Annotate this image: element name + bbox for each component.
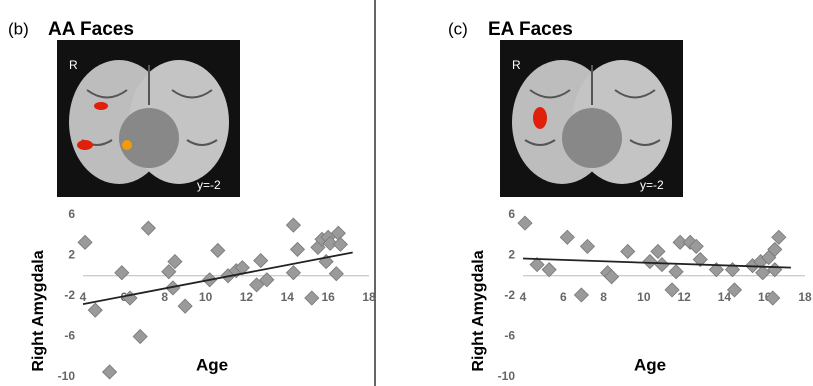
data-point [178, 299, 192, 313]
data-point [103, 365, 117, 379]
y-tick-label: 2 [508, 248, 515, 262]
y-tick-label: -6 [64, 329, 75, 343]
y-tick-label: 6 [508, 207, 515, 221]
x-tick-label: 14 [281, 290, 295, 304]
data-point [211, 243, 225, 257]
y-tick-label: -2 [504, 288, 515, 302]
data-point [78, 235, 92, 249]
x-tick-label: 12 [240, 290, 254, 304]
y-axis-label: Right Amygdala [470, 250, 487, 371]
x-tick-label: 18 [798, 290, 812, 304]
x-tick-label: 10 [637, 290, 651, 304]
figure: (b) AA Faces Ry=-2 -10 -6 -2 2 6 4 6 8 10 12 14 16 18 Ri… [0, 0, 813, 386]
x-tick-label: 12 [677, 290, 691, 304]
x-tick-label: 4 [80, 290, 87, 304]
y-tick-label: -6 [504, 329, 515, 343]
x-tick-label: 10 [199, 290, 213, 304]
image-hemisphere: R [512, 58, 521, 72]
image-slice: y=-2 [197, 178, 221, 192]
brain-core [119, 108, 179, 168]
x-tick-label: 8 [161, 290, 168, 304]
data-point [651, 244, 665, 258]
data-point [574, 288, 588, 302]
y-tick-label: 6 [68, 207, 75, 221]
x-tick-label: 16 [321, 290, 335, 304]
y-axis-label: Right Amygdala [30, 250, 47, 371]
data-point [655, 258, 669, 272]
activation [77, 140, 93, 150]
image-slice: y=-2 [640, 178, 664, 192]
data-point [621, 244, 635, 258]
panel-label: (c) [448, 19, 468, 38]
data-point [254, 254, 268, 268]
data-point [291, 242, 305, 256]
data-point [768, 263, 782, 277]
panel-title: EA Faces [488, 19, 573, 40]
data-point [286, 266, 300, 280]
data-point [772, 230, 786, 244]
data-point [643, 255, 657, 269]
x-tick-label: 8 [600, 290, 607, 304]
y-tick-label: 2 [68, 248, 75, 262]
panel-title: AA Faces [48, 19, 134, 40]
data-point [669, 265, 683, 279]
data-point [333, 237, 347, 251]
data-point [133, 330, 147, 344]
x-axis-label: Age [634, 355, 666, 374]
y-tick-label: -2 [64, 288, 75, 302]
data-point [560, 230, 574, 244]
y-tick-label: -10 [498, 369, 516, 383]
y-tick-label: -10 [58, 369, 76, 383]
activation [122, 140, 132, 150]
data-point [141, 221, 155, 235]
panel-label: (b) [8, 19, 29, 38]
activation [94, 102, 108, 110]
data-point [518, 216, 532, 230]
data-point [115, 266, 129, 280]
activation [533, 107, 547, 129]
image-hemisphere: R [69, 58, 78, 72]
data-point [305, 291, 319, 305]
data-point [329, 267, 343, 281]
data-point [88, 303, 102, 317]
data-point [580, 239, 594, 253]
x-tick-label: 18 [362, 290, 376, 304]
x-tick-label: 6 [560, 290, 567, 304]
brain-core [562, 108, 622, 168]
x-tick-label: 4 [520, 290, 527, 304]
x-axis-label: Age [196, 355, 228, 374]
data-point [286, 218, 300, 232]
